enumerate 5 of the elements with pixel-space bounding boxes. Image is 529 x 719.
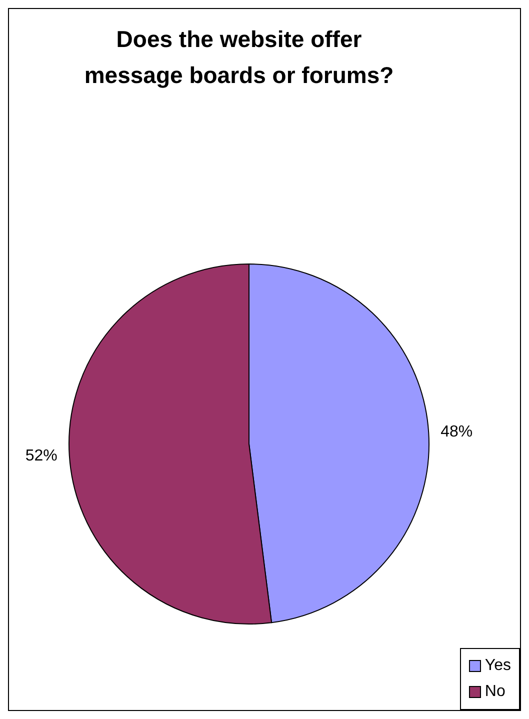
legend-label: No (484, 682, 506, 702)
legend-label: Yes (484, 656, 511, 676)
chart-title: Does the website offer message boards or forums? (83, 25, 395, 90)
data-label: 52% (25, 448, 58, 465)
data-label: 48% (440, 423, 473, 440)
